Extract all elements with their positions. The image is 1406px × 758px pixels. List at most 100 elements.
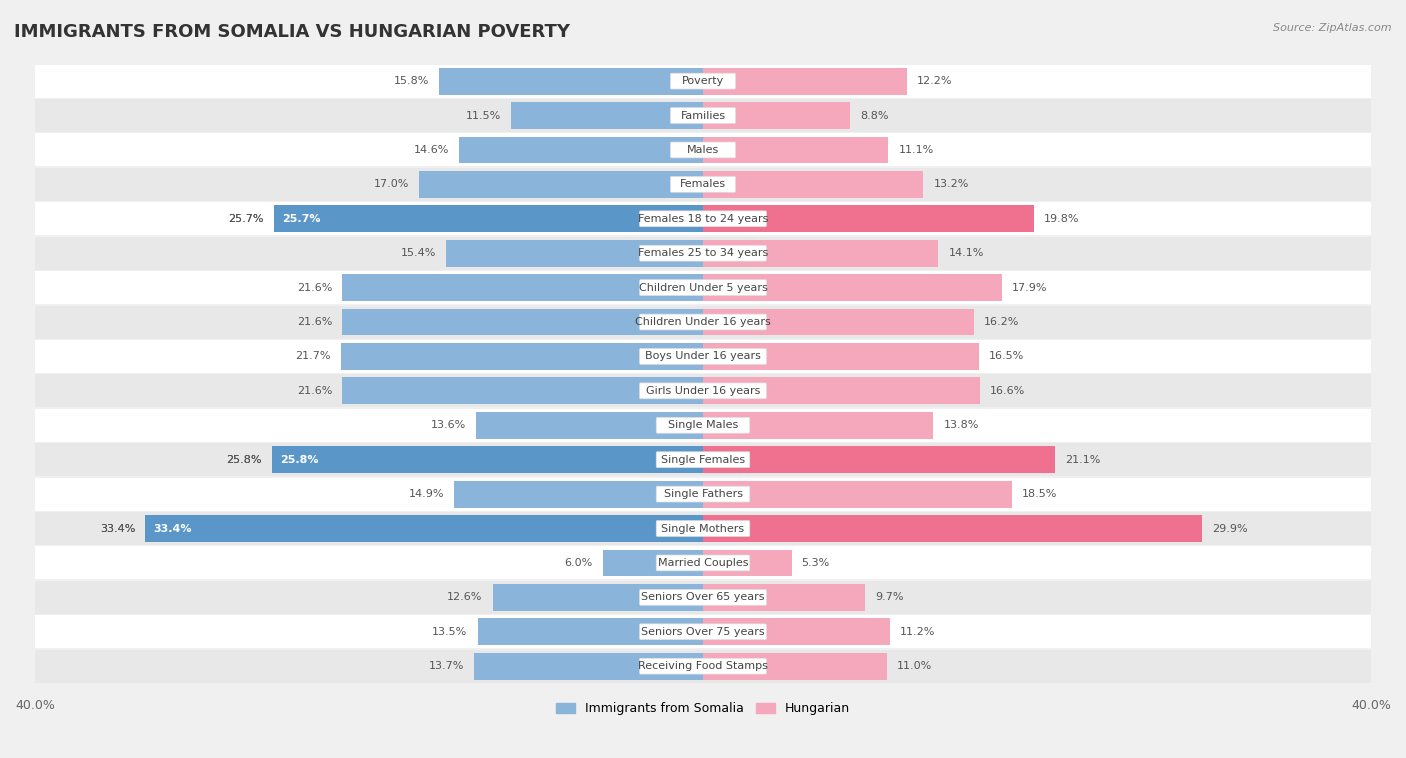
Text: Receiving Food Stamps: Receiving Food Stamps xyxy=(638,661,768,671)
Bar xyxy=(35,443,1371,476)
Text: 21.7%: 21.7% xyxy=(295,352,330,362)
FancyBboxPatch shape xyxy=(657,555,749,571)
Text: 15.4%: 15.4% xyxy=(401,248,436,258)
Bar xyxy=(492,584,703,611)
Bar xyxy=(419,171,703,198)
FancyBboxPatch shape xyxy=(657,418,749,433)
Bar xyxy=(35,271,1371,304)
Text: 11.2%: 11.2% xyxy=(900,627,935,637)
Text: 5.3%: 5.3% xyxy=(801,558,830,568)
Text: 29.9%: 29.9% xyxy=(1212,524,1249,534)
Text: 21.6%: 21.6% xyxy=(297,283,332,293)
Bar xyxy=(478,619,703,645)
FancyBboxPatch shape xyxy=(640,246,766,261)
Text: 11.1%: 11.1% xyxy=(898,145,934,155)
Bar xyxy=(274,205,703,232)
FancyBboxPatch shape xyxy=(671,142,735,158)
Bar xyxy=(35,374,1371,407)
Text: 33.4%: 33.4% xyxy=(100,524,135,534)
Text: 13.2%: 13.2% xyxy=(934,180,969,190)
Bar xyxy=(342,309,703,336)
Bar xyxy=(510,102,703,129)
Bar xyxy=(35,547,1371,579)
Legend: Immigrants from Somalia, Hungarian: Immigrants from Somalia, Hungarian xyxy=(555,702,851,715)
Text: 25.8%: 25.8% xyxy=(226,455,262,465)
Bar xyxy=(703,550,792,576)
Text: Children Under 5 years: Children Under 5 years xyxy=(638,283,768,293)
FancyBboxPatch shape xyxy=(640,624,766,640)
Text: 17.0%: 17.0% xyxy=(374,180,409,190)
Text: 21.6%: 21.6% xyxy=(297,317,332,327)
Text: 9.7%: 9.7% xyxy=(875,592,904,603)
Text: Poverty: Poverty xyxy=(682,76,724,86)
FancyBboxPatch shape xyxy=(671,177,735,193)
Text: 11.5%: 11.5% xyxy=(465,111,501,121)
Text: 11.0%: 11.0% xyxy=(897,661,932,671)
Bar xyxy=(703,309,973,336)
Bar xyxy=(703,343,979,370)
FancyBboxPatch shape xyxy=(671,74,735,89)
FancyBboxPatch shape xyxy=(640,383,766,399)
Text: Source: ZipAtlas.com: Source: ZipAtlas.com xyxy=(1274,23,1392,33)
Bar xyxy=(439,67,703,95)
Text: 25.8%: 25.8% xyxy=(280,455,319,465)
Bar xyxy=(703,205,1033,232)
FancyBboxPatch shape xyxy=(640,314,766,330)
Text: Single Fathers: Single Fathers xyxy=(664,489,742,499)
Bar xyxy=(703,619,890,645)
FancyBboxPatch shape xyxy=(640,211,766,227)
FancyBboxPatch shape xyxy=(657,521,749,537)
Text: 25.8%: 25.8% xyxy=(226,455,262,465)
Bar xyxy=(35,168,1371,201)
Text: 14.9%: 14.9% xyxy=(409,489,444,499)
Bar xyxy=(703,102,851,129)
Text: 14.1%: 14.1% xyxy=(949,248,984,258)
Bar xyxy=(35,133,1371,167)
Bar xyxy=(35,615,1371,648)
Text: Seniors Over 65 years: Seniors Over 65 years xyxy=(641,592,765,603)
Text: 33.4%: 33.4% xyxy=(100,524,135,534)
Bar xyxy=(145,515,703,542)
Text: IMMIGRANTS FROM SOMALIA VS HUNGARIAN POVERTY: IMMIGRANTS FROM SOMALIA VS HUNGARIAN POV… xyxy=(14,23,569,41)
Bar xyxy=(475,412,703,439)
FancyBboxPatch shape xyxy=(640,658,766,674)
Text: 14.6%: 14.6% xyxy=(413,145,449,155)
Bar xyxy=(446,240,703,267)
Text: 13.8%: 13.8% xyxy=(943,420,979,431)
Text: 12.6%: 12.6% xyxy=(447,592,482,603)
Text: Single Females: Single Females xyxy=(661,455,745,465)
Text: 25.7%: 25.7% xyxy=(228,214,264,224)
Text: 17.9%: 17.9% xyxy=(1012,283,1047,293)
Text: 33.4%: 33.4% xyxy=(153,524,193,534)
Text: Females 25 to 34 years: Females 25 to 34 years xyxy=(638,248,768,258)
Bar xyxy=(454,481,703,508)
Bar xyxy=(474,653,703,680)
Bar xyxy=(35,236,1371,270)
Text: 18.5%: 18.5% xyxy=(1022,489,1057,499)
Bar xyxy=(703,515,1202,542)
Bar xyxy=(342,377,703,404)
Bar xyxy=(703,274,1002,301)
Text: 19.8%: 19.8% xyxy=(1043,214,1080,224)
Bar xyxy=(35,305,1371,339)
FancyBboxPatch shape xyxy=(640,280,766,296)
FancyBboxPatch shape xyxy=(657,452,749,468)
Bar xyxy=(703,240,938,267)
Text: Single Mothers: Single Mothers xyxy=(661,524,745,534)
Bar xyxy=(35,64,1371,98)
FancyBboxPatch shape xyxy=(640,590,766,606)
Text: Single Males: Single Males xyxy=(668,420,738,431)
Text: Married Couples: Married Couples xyxy=(658,558,748,568)
Bar xyxy=(35,581,1371,614)
Text: 13.5%: 13.5% xyxy=(432,627,468,637)
Bar xyxy=(35,650,1371,683)
Bar xyxy=(35,512,1371,545)
Bar xyxy=(342,274,703,301)
Bar xyxy=(703,377,980,404)
Text: 25.7%: 25.7% xyxy=(283,214,321,224)
Bar xyxy=(703,446,1056,473)
Text: 12.2%: 12.2% xyxy=(917,76,952,86)
Text: 21.6%: 21.6% xyxy=(297,386,332,396)
Bar xyxy=(35,409,1371,442)
Text: 16.2%: 16.2% xyxy=(984,317,1019,327)
